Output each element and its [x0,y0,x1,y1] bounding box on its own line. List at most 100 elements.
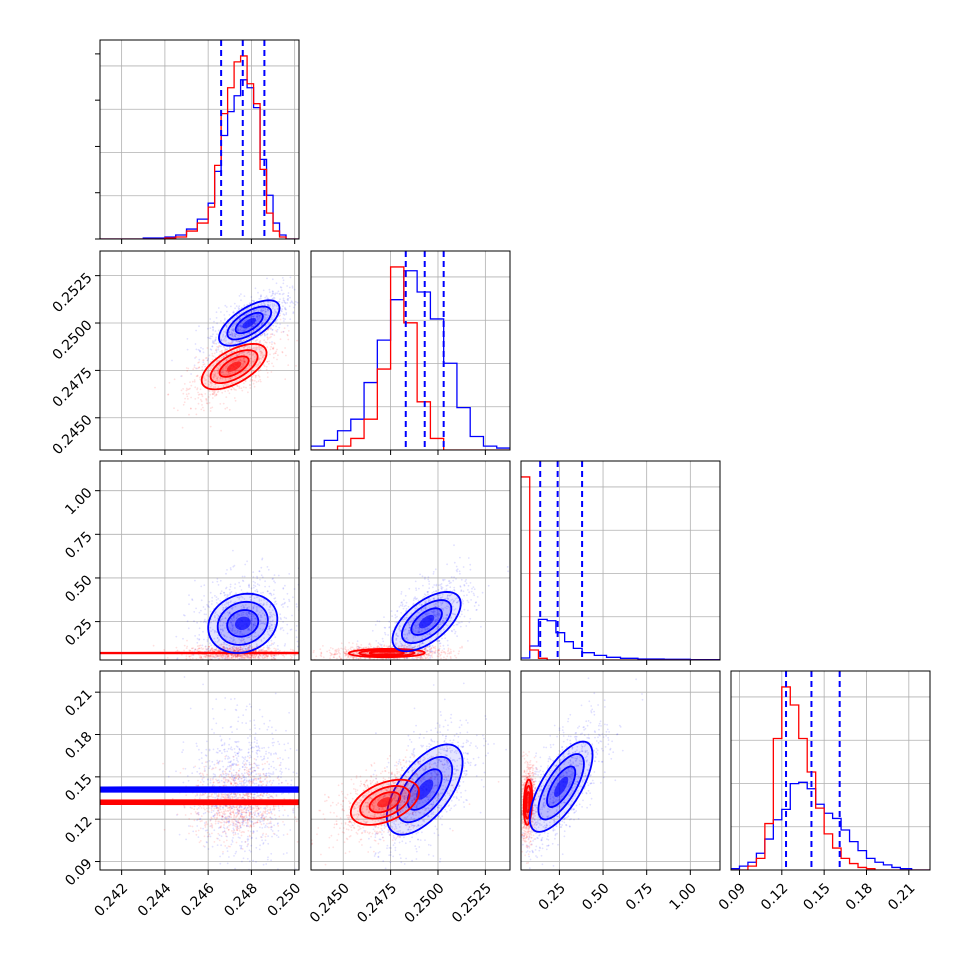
sample-point [471,591,473,593]
sample-point [203,595,205,597]
sample-point [254,590,256,592]
sample-point [461,614,463,616]
sample-point [221,655,223,657]
sample-point [200,658,202,660]
sample-point [342,648,344,650]
histogram-step-line [731,687,930,870]
sample-point [446,588,448,590]
sample-point [432,645,434,647]
sample-point [204,608,206,610]
sample-point [356,643,358,645]
sample-point [216,581,218,583]
sample-point [219,662,221,664]
sample-point [189,388,191,390]
sample-point [242,576,244,578]
sample-point [196,622,198,624]
sample-point [188,414,190,416]
sample-point [269,342,271,344]
sample-point [329,657,331,659]
sample-point [229,392,231,394]
sample-point [269,593,271,595]
sample-point [260,567,262,569]
sample-point [214,595,216,597]
sample-point [287,593,289,595]
sample-point [234,307,236,309]
sample-point [212,333,214,335]
sample-point [284,378,286,380]
sample-point [211,353,213,355]
sample-point [217,347,219,349]
sample-point [344,655,346,657]
sample-point [221,350,223,352]
sample-point [286,302,288,304]
sample-point [433,571,435,573]
sample-point [199,612,201,614]
sample-point [218,330,220,332]
sample-point [427,665,429,667]
sample-point [186,393,188,395]
sample-point [296,636,298,638]
sample-point [186,370,188,372]
sample-point [243,386,245,388]
sample-point [197,397,199,399]
sample-point [450,651,452,653]
sample-point [270,328,272,330]
sample-point [321,655,323,657]
sample-point [448,648,450,650]
sample-point [220,667,222,669]
sample-point [264,297,266,299]
sample-point [233,312,235,314]
sample-point [255,287,257,289]
sample-point [200,621,202,623]
sample-point [184,398,186,400]
sample-point [216,602,218,604]
sample-point [202,364,204,366]
sample-point [347,649,349,651]
sample-point [209,402,211,404]
sample-point [203,584,205,586]
sample-point [283,654,285,656]
panel-frame [100,40,299,239]
sample-point [209,355,211,357]
sample-point [296,606,298,608]
sample-point [333,654,335,656]
sample-point [215,343,217,345]
sample-point [313,650,315,652]
sample-point [250,379,252,381]
sample-point [194,580,196,582]
sample-point [300,654,302,656]
sample-point [286,285,288,287]
sample-point [264,335,266,337]
sample-point [215,337,217,339]
sample-point [423,655,425,657]
sample-point [238,307,240,309]
sample-point [284,318,286,320]
sample-point [312,656,314,658]
sample-point [200,388,202,390]
sample-point [270,295,272,297]
sample-point [468,557,470,559]
sample-point [200,586,202,588]
sample-point [434,652,436,654]
sample-point [194,357,196,359]
sample-point [204,366,206,368]
sample-point [294,289,296,291]
sample-point [318,650,320,652]
sample-point [438,656,440,658]
sample-point [296,603,298,605]
sample-point [201,599,203,601]
sample-point [198,647,200,649]
sample-point [440,645,442,647]
sample-point [257,583,259,585]
sample-point [235,592,237,594]
sample-point [274,655,276,657]
sample-point [304,623,306,625]
sample-point [288,599,290,601]
sample-point [182,638,184,640]
sample-point [267,666,269,668]
sample-point [280,338,282,340]
sample-point [224,658,226,660]
sample-point [202,395,204,397]
sample-point [206,604,208,606]
